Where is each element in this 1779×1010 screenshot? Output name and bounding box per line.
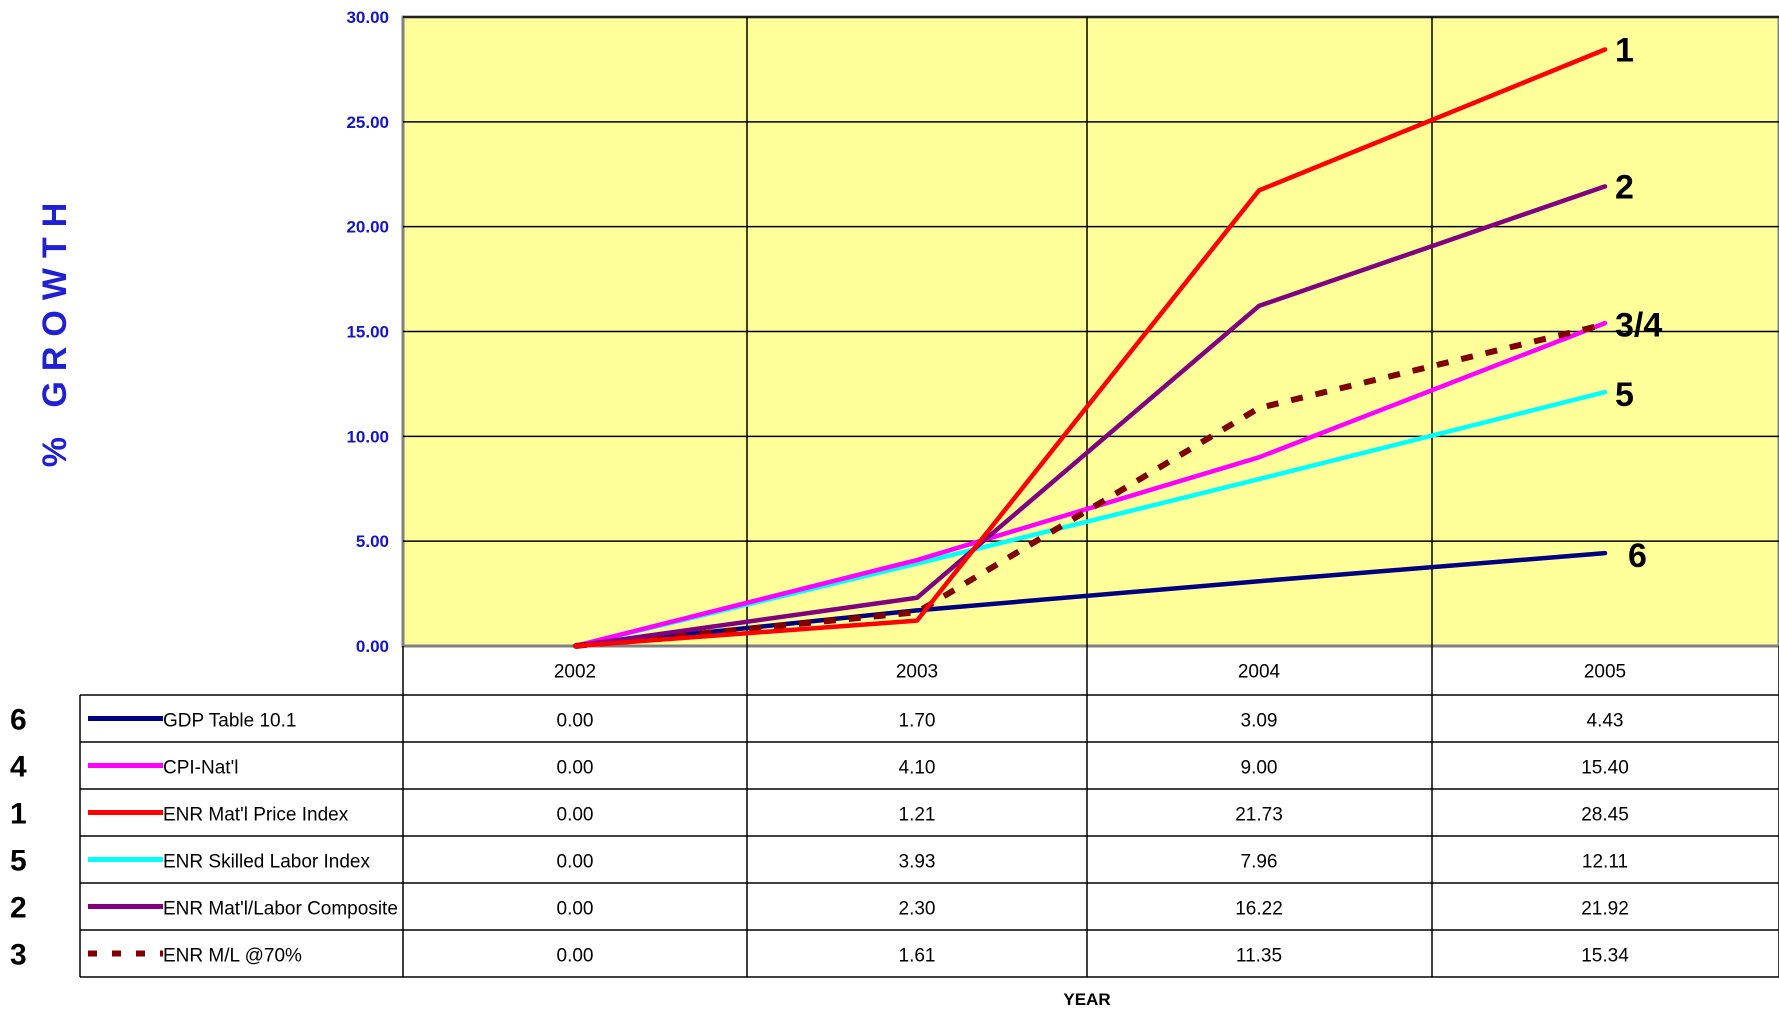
table-cell-value: 0.00: [557, 946, 594, 967]
table-cell-value: 1.21: [899, 805, 936, 826]
table-cell-value: 3.09: [1241, 711, 1278, 732]
table-cell-value: 7.96: [1241, 852, 1278, 873]
table-cell-value: 2.30: [899, 899, 936, 920]
legend-label: CPI-Nat'l: [163, 758, 238, 779]
y-axis-title-group: % GROWTH: [36, 193, 74, 468]
y-tick-label: 20.00: [346, 218, 389, 237]
gridlines: [403, 16, 1779, 646]
series-line-2: [572, 184, 1608, 649]
series-end-label: 5: [1615, 376, 1634, 414]
y-tick-label: 25.00: [346, 113, 389, 132]
series-line-4: [572, 320, 1608, 649]
table-cell-value: 28.45: [1581, 805, 1629, 826]
legend-label: ENR Mat'l Price Index: [163, 805, 349, 826]
x-axis-title: YEAR: [1063, 990, 1110, 1009]
series-end-label: 6: [1628, 537, 1647, 575]
table-cell-value: 21.73: [1235, 805, 1283, 826]
y-tick-label: 0.00: [356, 637, 389, 656]
table-cell-value: 11.35: [1236, 946, 1282, 967]
table-cell-value: 9.00: [1241, 758, 1278, 779]
table-cell-value: 16.22: [1235, 899, 1283, 920]
table-cell-value: 3.93: [899, 852, 936, 873]
series-end-label: 3/4: [1615, 306, 1662, 344]
table-cell-value: 15.34: [1581, 946, 1629, 967]
table-cell-value: 0.00: [557, 899, 594, 920]
x-tick-label: 2002: [554, 662, 596, 683]
y-tick-label: 10.00: [346, 427, 389, 446]
series-end-label: 1: [1615, 31, 1634, 69]
table-cell-value: 21.92: [1581, 899, 1629, 920]
table-cell-value: 1.70: [899, 711, 936, 732]
table-cell-value: 4.10: [899, 758, 936, 779]
table-cell-value: 12.11: [1582, 852, 1628, 873]
table-cell-value: 4.43: [1587, 711, 1624, 732]
row-number: 4: [10, 751, 27, 784]
table-cell-value: 0.00: [557, 852, 594, 873]
series-line-6: [572, 550, 1608, 649]
y-tick-label: 30.00: [346, 8, 389, 27]
row-number: 2: [10, 892, 27, 925]
legend-label: GDP Table 10.1: [163, 711, 296, 732]
row-number: 1: [10, 798, 27, 831]
legend-label: ENR Skilled Labor Index: [163, 852, 370, 873]
x-tick-label: 2005: [1584, 662, 1626, 683]
data-table: 2002 2003 2004 2005 6 GDP Table 10.1 0.00 1.70 3…: [10, 646, 1779, 978]
table-cell-value: 1.61: [899, 946, 936, 967]
row-number: 3: [10, 939, 27, 972]
row-number: 5: [10, 845, 27, 878]
series-end-labels: 1 2 3/4 5 6: [1615, 31, 1662, 575]
x-tick-label: 2003: [896, 662, 938, 683]
y-axis-title: % GROWTH: [36, 193, 74, 468]
x-tick-label: 2004: [1238, 662, 1281, 683]
table-cell-value: 0.00: [557, 711, 594, 732]
row-number: 6: [10, 704, 27, 737]
y-tick-label: 5.00: [356, 532, 389, 551]
series-line-1: [572, 47, 1608, 649]
table-cell-value: 0.00: [557, 758, 594, 779]
legend-label: ENR Mat'l/Labor Composite: [163, 899, 398, 920]
legend-label: ENR M/L @70%: [163, 946, 302, 967]
y-tick-label: 15.00: [346, 323, 389, 342]
series-end-label: 2: [1615, 168, 1634, 206]
y-tick-labels: 0.00 5.00 10.00 15.00 20.00 25.00 30.00: [346, 8, 389, 656]
table-cell-value: 0.00: [557, 805, 594, 826]
table-cell-value: 15.40: [1581, 758, 1629, 779]
series-lines: [572, 47, 1608, 649]
